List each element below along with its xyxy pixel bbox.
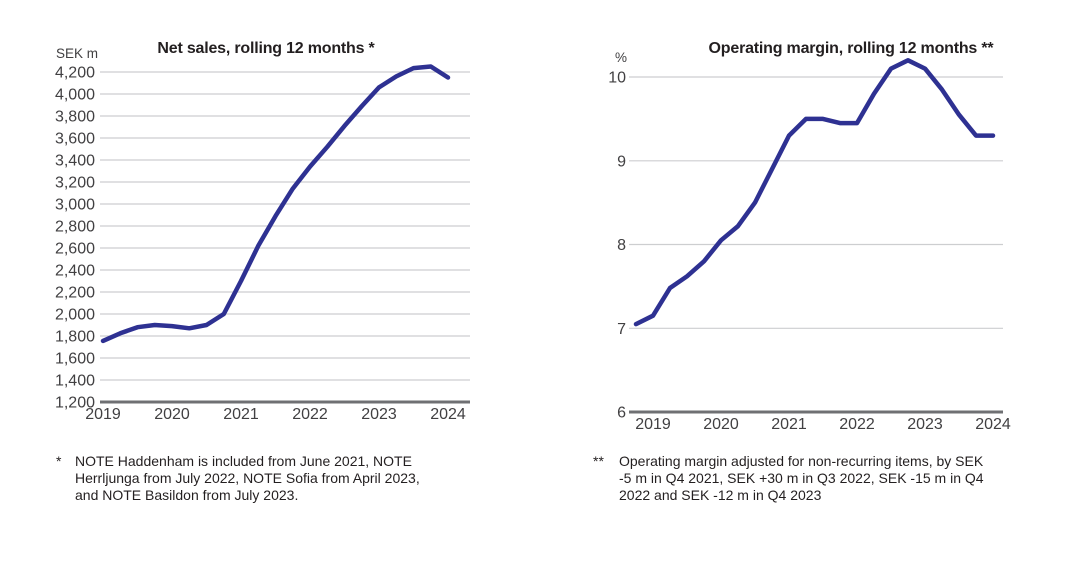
svg-text:2022: 2022 xyxy=(292,406,328,423)
footnote-text: NOTE Haddenham is included from June 202… xyxy=(75,453,486,504)
operating-margin-plot: 6 7 8 9 10 2019 2020 2021 2022 2023 2024 xyxy=(608,58,1011,433)
svg-text:2,600: 2,600 xyxy=(55,241,95,258)
svg-text:2021: 2021 xyxy=(223,406,259,423)
svg-text:4,000: 4,000 xyxy=(55,87,95,104)
svg-text:3,400: 3,400 xyxy=(55,153,95,170)
footnote: * NOTE Haddenham is included from June 2… xyxy=(56,453,486,504)
svg-text:2,000: 2,000 xyxy=(55,307,95,324)
svg-text:7: 7 xyxy=(617,321,626,338)
svg-text:3,000: 3,000 xyxy=(55,197,95,214)
svg-text:6: 6 xyxy=(617,405,626,422)
svg-text:3,200: 3,200 xyxy=(55,175,95,192)
svg-text:2022: 2022 xyxy=(839,416,875,433)
svg-text:2021: 2021 xyxy=(771,416,807,433)
gridlines xyxy=(100,71,470,381)
gridlines xyxy=(629,76,1003,329)
svg-text:4,200: 4,200 xyxy=(55,65,95,82)
svg-text:8: 8 xyxy=(617,237,626,254)
footnote-line: Herrljunga from July 2022, NOTE Sofia fr… xyxy=(75,470,420,486)
y-axis-labels: 1,200 1,400 1,600 1,800 2,000 2,200 2,400 2,600… xyxy=(55,65,95,412)
operating-margin-line xyxy=(633,58,996,327)
svg-text:2,800: 2,800 xyxy=(55,219,95,236)
svg-text:2023: 2023 xyxy=(907,416,943,433)
net-sales-line xyxy=(100,64,451,344)
svg-text:1,800: 1,800 xyxy=(55,329,95,346)
svg-text:2,200: 2,200 xyxy=(55,285,95,302)
svg-text:2020: 2020 xyxy=(703,416,739,433)
footnote-line: Operating margin adjusted for non-recurr… xyxy=(619,453,984,469)
y-axis-labels: 6 7 8 9 10 xyxy=(608,70,626,422)
svg-text:2019: 2019 xyxy=(635,416,671,433)
svg-text:10: 10 xyxy=(608,70,626,87)
svg-text:3,800: 3,800 xyxy=(55,109,95,126)
svg-text:2024: 2024 xyxy=(430,406,466,423)
footnote: ** Operating margin adjusted for non-rec… xyxy=(593,453,1033,504)
chart-title: Net sales, rolling 12 months * xyxy=(157,40,375,57)
footnote-line: and NOTE Basildon from July 2023. xyxy=(75,487,299,503)
x-axis-labels: 2019 2020 2021 2022 2023 2024 xyxy=(85,406,466,423)
svg-text:2019: 2019 xyxy=(85,406,121,423)
footnote-line: -5 m in Q4 2021, SEK +30 m in Q3 2022, S… xyxy=(619,470,984,486)
svg-text:9: 9 xyxy=(617,153,626,170)
footnote-marker: * xyxy=(56,453,62,469)
svg-text:1,400: 1,400 xyxy=(55,373,95,390)
svg-text:2020: 2020 xyxy=(154,406,190,423)
svg-text:3,600: 3,600 xyxy=(55,131,95,148)
svg-text:2,400: 2,400 xyxy=(55,263,95,280)
footnote-line: 2022 and SEK -12 m in Q4 2023 xyxy=(619,487,822,503)
chart-title: Operating margin, rolling 12 months ** xyxy=(708,40,994,57)
net-sales-plot: 1,200 1,400 1,600 1,800 2,000 2,200 2,400 2,600… xyxy=(55,64,470,423)
svg-text:2023: 2023 xyxy=(361,406,397,423)
y-axis-unit-label: SEK m xyxy=(55,46,98,61)
svg-text:1,200: 1,200 xyxy=(55,395,95,412)
footnote-marker: ** xyxy=(593,453,604,469)
svg-text:1,600: 1,600 xyxy=(55,351,95,368)
footnote-line: NOTE Haddenham is included from June 202… xyxy=(75,453,412,469)
x-axis-labels: 2019 2020 2021 2022 2023 2024 xyxy=(635,416,1011,433)
footnote-text: Operating margin adjusted for non-recurr… xyxy=(619,453,1033,504)
svg-text:2024: 2024 xyxy=(975,416,1011,433)
y-axis-unit-label: % xyxy=(614,50,627,65)
